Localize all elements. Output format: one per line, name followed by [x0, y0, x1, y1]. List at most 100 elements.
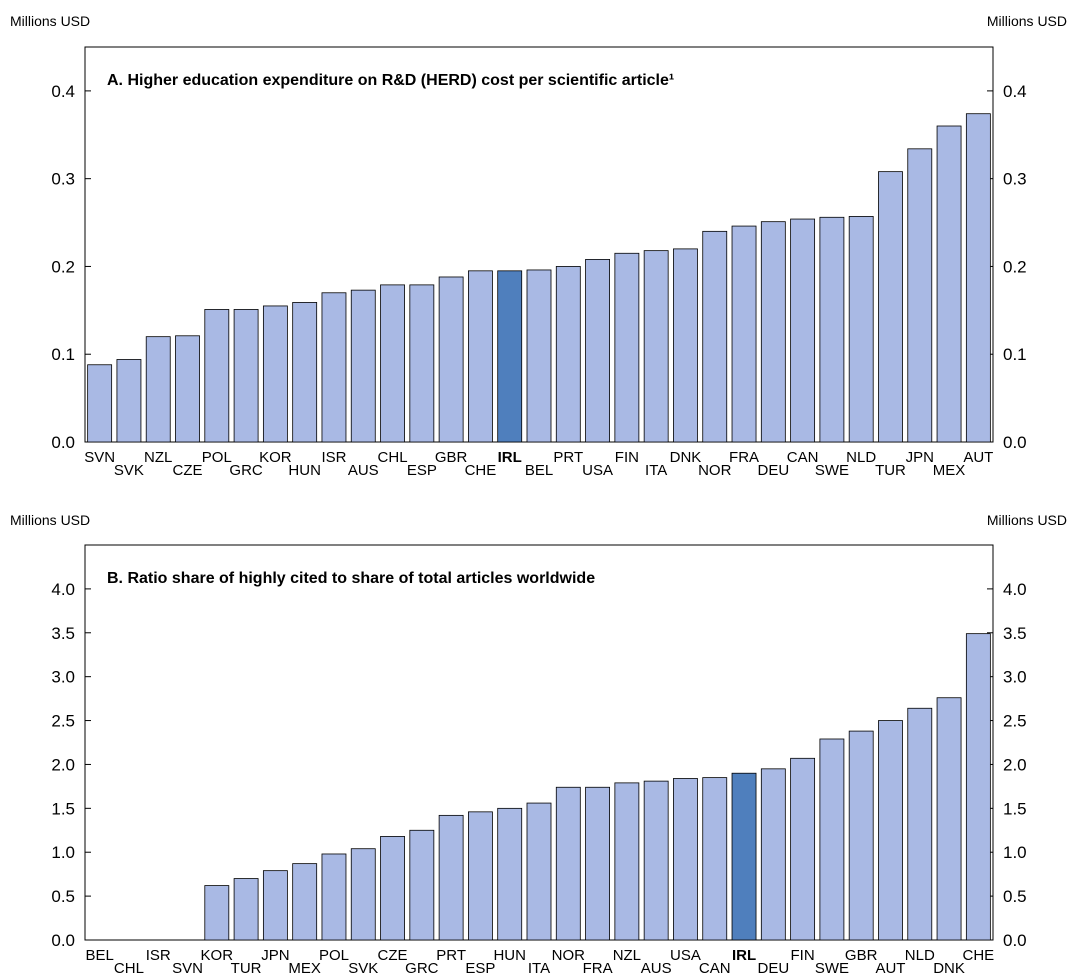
panel-a-xlabel-can: CAN — [787, 449, 819, 466]
panel-a-bar-aus — [350, 289, 376, 443]
panel-b-ytick-label-left: 1.5 — [51, 799, 75, 818]
panel-b-ytick-label-left: 2.0 — [51, 755, 75, 774]
panel-b-bar-ita — [526, 802, 552, 941]
panel-a-xlabel-dnk: DNK — [670, 449, 702, 466]
panel-b-xlabel-kor: KOR — [201, 947, 234, 964]
panel-a-bar-irl — [497, 270, 523, 443]
panel-b-ytick-label-left: 0.0 — [51, 931, 75, 950]
panel-a-xlabel-aus: AUS — [348, 462, 379, 479]
panel-b-xlabel-nor: NOR — [552, 947, 586, 964]
panel-b-xlabel-bel: BEL — [85, 947, 113, 964]
panel-a-bar-nor — [702, 230, 728, 443]
panel-a-bar-can — [790, 218, 816, 443]
panel-b-xlabel-deu: DEU — [757, 960, 789, 973]
panel-b-bar-gbr — [848, 730, 874, 941]
panel-b-bar-hun — [497, 807, 523, 941]
panel-b-xlabel-fin: FIN — [791, 947, 815, 964]
panel-b-xlabel-prt: PRT — [436, 947, 466, 964]
panel-a-bar-mex — [936, 125, 962, 443]
panel-b-xlabel-aut: AUT — [875, 960, 905, 973]
panel-a-bar-deu — [760, 221, 786, 443]
panel-b-bar-dnk — [936, 697, 962, 941]
panel-b-xlabel-can: CAN — [699, 960, 731, 973]
panel-a-bar-svk — [116, 359, 142, 443]
panel-a-ytick-label-left: 0.1 — [51, 345, 75, 364]
panel-a-title: A. Higher education expenditure on R&D (… — [107, 72, 674, 89]
panel-a-bar-che — [468, 270, 493, 443]
panel-b-ytick-label-left: 3.5 — [51, 624, 75, 643]
panel-b-left-unit: Millions USD — [10, 512, 91, 528]
panel-a-xlabel-che: CHE — [465, 462, 497, 479]
panel-b-bar-che — [965, 633, 991, 941]
panel-b-bar-svk — [350, 848, 376, 941]
panel-b-xlabel-jpn: JPN — [261, 947, 289, 964]
panel-b-xlabel-nld: NLD — [905, 947, 935, 964]
panel-a-bar-cze — [175, 335, 200, 443]
panel-b-bar-tur — [233, 878, 259, 941]
panel-a-xlabel-nld: NLD — [846, 449, 876, 466]
panel-b-xlabel-svk: SVK — [348, 960, 378, 973]
panel-b-xlabel-ita: ITA — [528, 960, 550, 973]
panel-b-title: B. Ratio share of highly cited to share … — [107, 570, 595, 587]
panel-a-xlabel-gbr: GBR — [435, 449, 468, 466]
panel-a-bar-fin — [614, 252, 640, 443]
panel-a-bar-bel — [526, 269, 552, 443]
panel-a-bar-nzl — [145, 336, 171, 443]
panel-a-xlabel-nzl: NZL — [144, 449, 172, 466]
panel-b-bar-can — [702, 777, 728, 941]
panel-a-bar-dnk — [673, 248, 698, 443]
panel-a-bar-nld — [848, 216, 874, 443]
panel-a-ytick-label-left: 0.2 — [51, 257, 75, 276]
panel-b-bar-kor — [204, 885, 230, 941]
panel-a-bar-ita — [643, 250, 669, 443]
panel-a-xlabel-deu: DEU — [757, 462, 789, 479]
panel-b-xlabel-fra: FRA — [583, 960, 613, 973]
panel-a-xlabel-swe: SWE — [815, 462, 849, 479]
panel-b-ytick-label-right: 1.5 — [1003, 799, 1027, 818]
panel-a-ytick-label-left: 0.3 — [51, 170, 75, 189]
panel-b-bar-aus — [643, 780, 669, 941]
panel-a-xlabel-tur: TUR — [875, 462, 906, 479]
panel-b-bar-cze — [380, 836, 405, 941]
panel-a-xlabel-esp: ESP — [407, 462, 437, 479]
panel-b-xlabel-nzl: NZL — [613, 947, 641, 964]
panel-b-xlabel-che: CHE — [963, 947, 995, 964]
panel-b-xlabel-svn: SVN — [172, 960, 203, 973]
panel-a-bar-aut — [965, 113, 991, 443]
panel-a-bar-usa — [585, 259, 610, 443]
panel-b-ytick-label-right: 0.0 — [1003, 931, 1027, 950]
panel-b-bar-nzl — [614, 782, 640, 941]
panel-b-xlabel-swe: SWE — [815, 960, 849, 973]
panel-a-xlabel-bel: BEL — [525, 462, 553, 479]
panel-a-bar-jpn — [907, 148, 933, 443]
panel-a-ytick-label-right: 0.3 — [1003, 170, 1027, 189]
panel-a-bar-chl — [380, 284, 405, 443]
panel-a-bar-prt — [555, 266, 581, 443]
panel-b-right-unit: Millions USD — [986, 512, 1067, 528]
panel-a-right-unit: Millions USD — [986, 13, 1067, 29]
panel-b-bar-fin — [790, 757, 816, 941]
panel-a-ytick-label-right: 0.1 — [1003, 345, 1027, 364]
panel-b-bar-fra — [585, 786, 610, 941]
panel-b-xlabel-esp: ESP — [465, 960, 495, 973]
panel-a-bar-grc — [233, 309, 259, 443]
panel-b-bar-usa — [673, 778, 698, 941]
panel-b-xlabel-aus: AUS — [641, 960, 672, 973]
panel-b-ytick-label-left: 2.5 — [51, 712, 75, 731]
panel-b-xlabel-grc: GRC — [405, 960, 439, 973]
panel-b-xlabel-usa: USA — [670, 947, 701, 964]
panel-a-xlabel-fin: FIN — [615, 449, 639, 466]
panel-a-xlabel-prt: PRT — [553, 449, 583, 466]
panel-b-xlabel-cze: CZE — [378, 947, 408, 964]
panel-a-ytick-label-left: 0.0 — [51, 433, 75, 452]
panel-b-bar-swe — [819, 738, 845, 941]
panel-a-ytick-label-right: 0.2 — [1003, 257, 1027, 276]
panel-a-bar-kor — [262, 305, 288, 443]
panel-a-ytick-label-left: 0.4 — [51, 82, 75, 101]
panel-b-ytick-label-right: 2.0 — [1003, 755, 1027, 774]
panel-b-bar-esp — [468, 811, 493, 941]
panel-b-bar-nor — [555, 786, 581, 941]
panel-b-bar-mex — [292, 863, 318, 941]
panel-a-bar-hun — [292, 302, 318, 443]
